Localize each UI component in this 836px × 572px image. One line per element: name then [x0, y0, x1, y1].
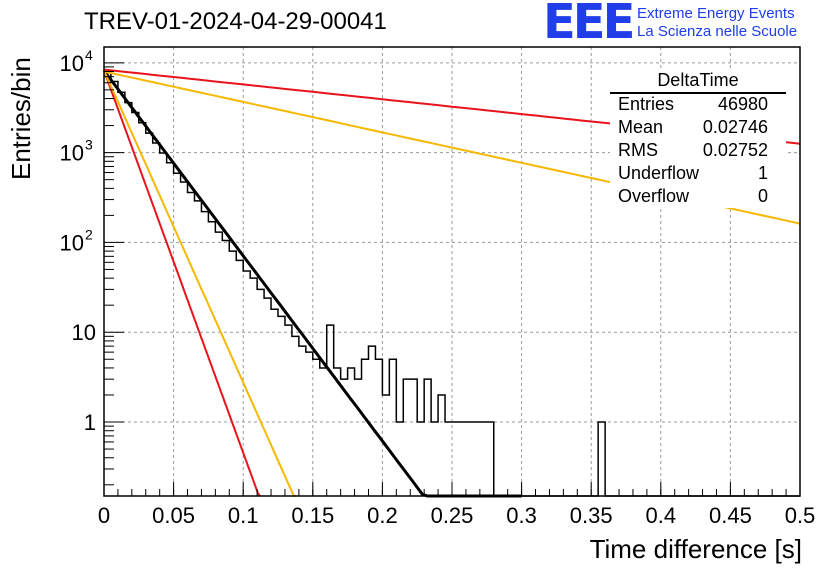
- stat-label: RMS: [618, 140, 658, 160]
- x-tick-label: 0.05: [152, 503, 195, 528]
- stat-label: Mean: [618, 117, 664, 137]
- x-tick-label: 0.4: [646, 503, 677, 528]
- y-tick-label: 1: [84, 410, 96, 435]
- x-axis-label: Time difference [s]: [589, 534, 802, 564]
- stat-row-entries: Entries 46980: [618, 94, 768, 115]
- stat-value: 0: [757, 186, 768, 206]
- stat-row-mean: Mean 0.02746: [618, 117, 768, 138]
- series-line-orange-steep: [103, 70, 297, 497]
- x-tick-label: 0.2: [367, 503, 398, 528]
- stat-value: 0.02746: [702, 117, 768, 137]
- x-tick-label: 0.1: [228, 503, 259, 528]
- series-line-red-steep: [103, 70, 261, 497]
- stats-box: DeltaTime Entries 46980 Mean 0.02746 RMS…: [610, 70, 786, 208]
- eee-logo: EEE: [543, 0, 635, 50]
- y-tick-label: 10: [60, 230, 84, 255]
- x-tick-label: 0.45: [709, 503, 752, 528]
- logo-line-1: Extreme Energy Events: [637, 5, 795, 22]
- stat-row-overflow: Overflow 0: [618, 186, 768, 207]
- stat-value: 1: [757, 163, 768, 183]
- y-tick-exponent: 2: [85, 226, 93, 242]
- chart-title: TREV-01-2024-04-29-00041: [84, 8, 387, 35]
- x-tick-label: 0.35: [570, 503, 613, 528]
- y-tick-label: 10: [72, 320, 96, 345]
- stat-label: Underflow: [618, 163, 700, 183]
- y-tick-exponent: 3: [85, 137, 93, 153]
- stat-row-rms: RMS 0.02752: [618, 140, 768, 161]
- stat-value: 46980: [717, 94, 768, 114]
- stats-title: DeltaTime: [657, 70, 739, 90]
- x-tick-label: 0.25: [431, 503, 474, 528]
- stats-divider: [610, 92, 786, 94]
- stat-row-underflow: Underflow 1: [618, 163, 768, 184]
- x-tick-label: 0.15: [291, 503, 334, 528]
- stat-value: 0.02752: [702, 140, 768, 160]
- x-tick-label: 0.5: [785, 503, 816, 528]
- y-tick-label: 10: [60, 141, 84, 166]
- axis-ticks: 0 0.05 0.1 0.15 0.2 0.25 0.3 0.35 0.4 0.45 0.510 41…: [60, 47, 816, 528]
- stat-label: Entries: [618, 94, 675, 114]
- logo-line-2: La Scienza nelle Scuole: [637, 23, 798, 40]
- stat-label: Overflow: [618, 186, 690, 206]
- y-tick-label: 10: [60, 51, 84, 76]
- y-tick-exponent: 4: [85, 47, 93, 63]
- x-tick-label: 0.3: [506, 503, 537, 528]
- y-axis-label: Entries/bin: [6, 57, 36, 180]
- x-tick-label: 0: [98, 503, 110, 528]
